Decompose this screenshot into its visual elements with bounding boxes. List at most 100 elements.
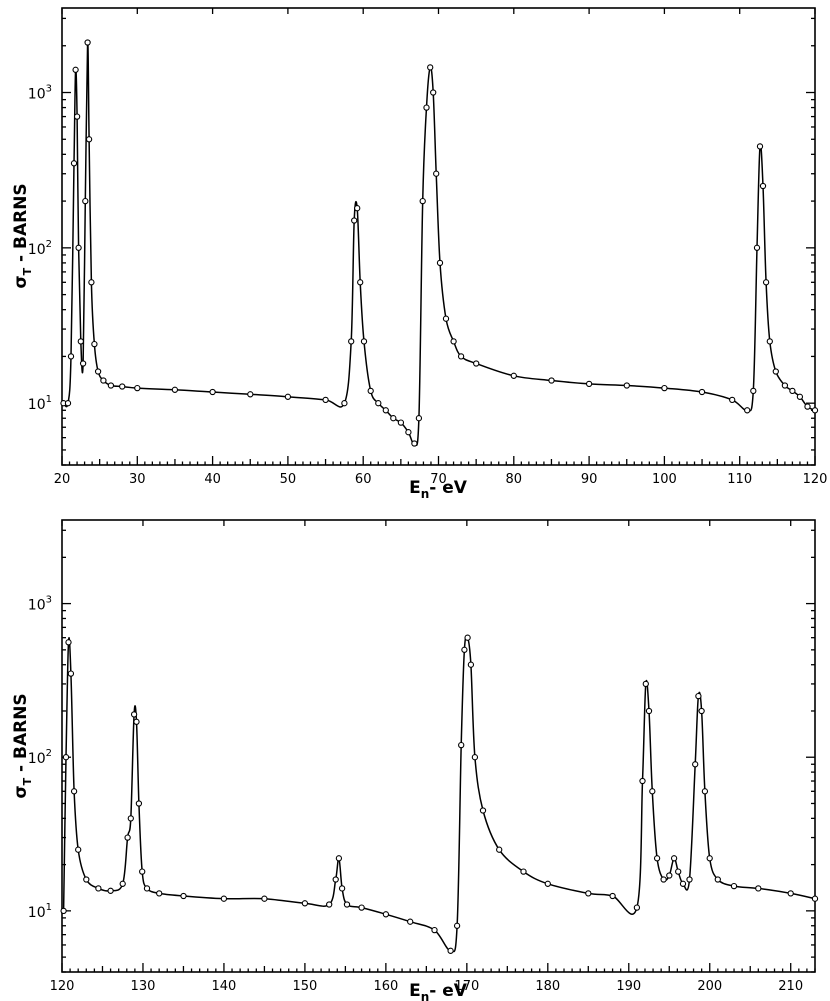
data-point bbox=[301, 900, 309, 907]
data-point bbox=[79, 360, 87, 367]
data-point bbox=[119, 880, 126, 887]
data-point bbox=[261, 895, 268, 902]
data-point bbox=[772, 368, 779, 375]
data-point bbox=[679, 880, 687, 887]
data-point bbox=[91, 340, 98, 348]
data-point bbox=[471, 754, 479, 761]
data-point bbox=[382, 911, 390, 918]
data-point bbox=[335, 855, 343, 862]
x-tick-label: 90 bbox=[581, 472, 598, 487]
data-point bbox=[787, 890, 794, 897]
data-point bbox=[473, 360, 480, 367]
data-point bbox=[354, 205, 361, 212]
data-point bbox=[458, 741, 465, 749]
data-point bbox=[633, 904, 641, 911]
data-point bbox=[375, 400, 382, 407]
x-axis-label-bottom: En- eV bbox=[409, 981, 468, 1001]
data-point bbox=[653, 855, 661, 862]
data-point bbox=[67, 353, 75, 360]
data-point bbox=[130, 711, 138, 718]
plot-frame-bottom bbox=[61, 519, 816, 973]
data-point bbox=[661, 384, 668, 392]
chart-panel-bottom: 101 102 103 120 130 140 150 160 170 180 190 200 210… bbox=[11, 519, 819, 1001]
data-point bbox=[247, 391, 254, 398]
data-point bbox=[796, 393, 804, 400]
data-point bbox=[714, 876, 721, 883]
data-point bbox=[83, 876, 90, 883]
data-point bbox=[423, 104, 430, 111]
data-point bbox=[360, 338, 368, 345]
data-point bbox=[427, 64, 434, 71]
data-point bbox=[755, 885, 762, 892]
x-tick-label: 110 bbox=[727, 472, 752, 487]
data-point bbox=[464, 634, 471, 641]
x-tick-label: 120 bbox=[803, 472, 828, 487]
data-point bbox=[701, 788, 709, 795]
data-point bbox=[479, 807, 487, 814]
data-point bbox=[180, 892, 187, 900]
data-point bbox=[442, 315, 450, 322]
x-tick-label: 190 bbox=[616, 979, 641, 994]
data-point bbox=[124, 834, 131, 841]
data-point bbox=[100, 377, 107, 384]
x-tick-label: 120 bbox=[50, 979, 75, 994]
data-point bbox=[133, 718, 140, 725]
data-point bbox=[730, 882, 738, 890]
x-ticks-bottom: 120 130 140 150 160 170 180 190 200 210 bbox=[50, 520, 816, 994]
x-tick-label: 70 bbox=[430, 472, 447, 487]
data-point bbox=[95, 885, 102, 892]
y-tick-label: 102 bbox=[28, 748, 52, 767]
data-point bbox=[461, 646, 468, 653]
x-tick-label: 150 bbox=[292, 979, 317, 994]
data-point bbox=[85, 136, 93, 143]
x-tick-label: 130 bbox=[131, 979, 156, 994]
data-point bbox=[666, 872, 673, 879]
data-point bbox=[457, 353, 465, 360]
data-point bbox=[433, 170, 440, 177]
data-point bbox=[781, 382, 789, 389]
data-point bbox=[367, 387, 374, 395]
data-point bbox=[220, 895, 228, 902]
series-top bbox=[60, 39, 819, 447]
data-point bbox=[756, 143, 764, 150]
y-axis-label-bottom: σT - BARNS bbox=[11, 693, 34, 798]
data-point bbox=[411, 440, 418, 447]
x-tick-label: 170 bbox=[454, 979, 479, 994]
data-point bbox=[660, 876, 667, 883]
data-point bbox=[415, 415, 423, 422]
data-point bbox=[107, 382, 115, 389]
x-tick-label: 60 bbox=[355, 472, 372, 487]
data-point bbox=[139, 868, 146, 875]
x-ticks-top: 20 30 40 50 60 70 80 90 100 110 120 bbox=[54, 8, 828, 487]
data-point bbox=[623, 382, 630, 389]
y-tick-label: 103 bbox=[28, 84, 52, 103]
x-tick-label: 30 bbox=[129, 472, 146, 487]
y-tick-label: 102 bbox=[28, 239, 52, 258]
series-bottom bbox=[60, 634, 819, 954]
data-point bbox=[77, 338, 84, 345]
data-point bbox=[284, 393, 292, 400]
data-point bbox=[94, 368, 102, 375]
data-point bbox=[156, 890, 163, 897]
data-point bbox=[453, 922, 461, 929]
data-point bbox=[143, 885, 151, 892]
data-point bbox=[209, 388, 216, 396]
data-point bbox=[675, 868, 682, 875]
data-point bbox=[609, 892, 616, 900]
data-point bbox=[343, 901, 351, 908]
data-point bbox=[430, 89, 437, 96]
data-point bbox=[338, 885, 346, 892]
data-point bbox=[341, 400, 348, 407]
data-point bbox=[62, 754, 70, 761]
data-point bbox=[789, 387, 796, 395]
x-tick-label: 80 bbox=[506, 472, 523, 487]
data-point bbox=[171, 386, 179, 393]
data-point bbox=[585, 380, 593, 388]
data-point bbox=[645, 707, 653, 715]
data-point bbox=[134, 384, 141, 392]
data-point bbox=[548, 377, 555, 384]
data-point bbox=[804, 403, 811, 410]
series-line bbox=[62, 40, 816, 446]
data-point bbox=[72, 66, 79, 73]
data-point bbox=[82, 197, 89, 205]
